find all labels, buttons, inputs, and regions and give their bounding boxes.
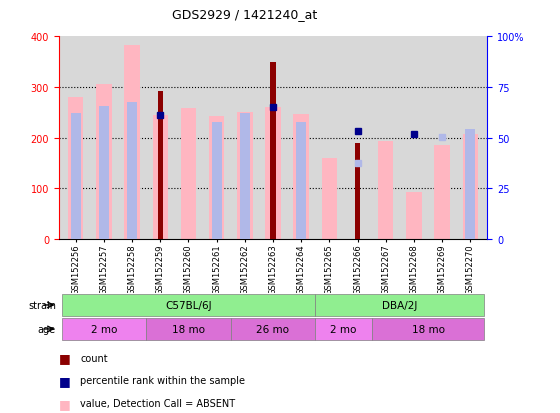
Bar bbox=[265, 108, 281, 240]
Text: count: count bbox=[80, 353, 108, 363]
Text: strain: strain bbox=[28, 300, 56, 310]
Text: C57BL/6J: C57BL/6J bbox=[165, 300, 212, 310]
Text: 2 mo: 2 mo bbox=[330, 324, 357, 334]
Bar bbox=[321, 159, 337, 240]
Bar bbox=[68, 98, 83, 240]
Text: ■: ■ bbox=[59, 396, 71, 410]
Bar bbox=[378, 142, 394, 240]
Bar bbox=[71, 114, 81, 240]
Bar bbox=[96, 85, 111, 240]
Text: value, Detection Call = ABSENT: value, Detection Call = ABSENT bbox=[80, 398, 235, 408]
Bar bbox=[124, 46, 140, 240]
Bar bbox=[181, 109, 196, 240]
FancyBboxPatch shape bbox=[146, 318, 231, 340]
FancyBboxPatch shape bbox=[62, 318, 146, 340]
Text: ■: ■ bbox=[59, 351, 71, 364]
Bar bbox=[240, 114, 250, 240]
Bar bbox=[99, 107, 109, 240]
FancyBboxPatch shape bbox=[315, 294, 484, 316]
Text: DBA/2J: DBA/2J bbox=[382, 300, 418, 310]
Text: 18 mo: 18 mo bbox=[412, 324, 445, 334]
Bar bbox=[209, 117, 225, 240]
Bar bbox=[463, 135, 478, 240]
Bar bbox=[355, 143, 360, 240]
Text: ■: ■ bbox=[59, 374, 71, 387]
Bar bbox=[127, 103, 137, 240]
Bar bbox=[296, 123, 306, 240]
FancyBboxPatch shape bbox=[231, 318, 315, 340]
FancyBboxPatch shape bbox=[372, 318, 484, 340]
Bar bbox=[158, 92, 163, 240]
Text: 2 mo: 2 mo bbox=[91, 324, 117, 334]
Text: 18 mo: 18 mo bbox=[172, 324, 205, 334]
Bar bbox=[406, 192, 422, 240]
Bar bbox=[237, 113, 253, 240]
Bar bbox=[152, 116, 168, 240]
FancyBboxPatch shape bbox=[315, 318, 372, 340]
Text: GDS2929 / 1421240_at: GDS2929 / 1421240_at bbox=[172, 8, 318, 21]
FancyBboxPatch shape bbox=[62, 294, 315, 316]
Bar bbox=[435, 146, 450, 240]
Bar bbox=[212, 123, 222, 240]
Text: age: age bbox=[38, 324, 56, 334]
Bar bbox=[293, 115, 309, 240]
Bar bbox=[465, 129, 475, 240]
Text: 26 mo: 26 mo bbox=[256, 324, 290, 334]
Bar bbox=[270, 62, 276, 240]
Text: percentile rank within the sample: percentile rank within the sample bbox=[80, 375, 245, 385]
